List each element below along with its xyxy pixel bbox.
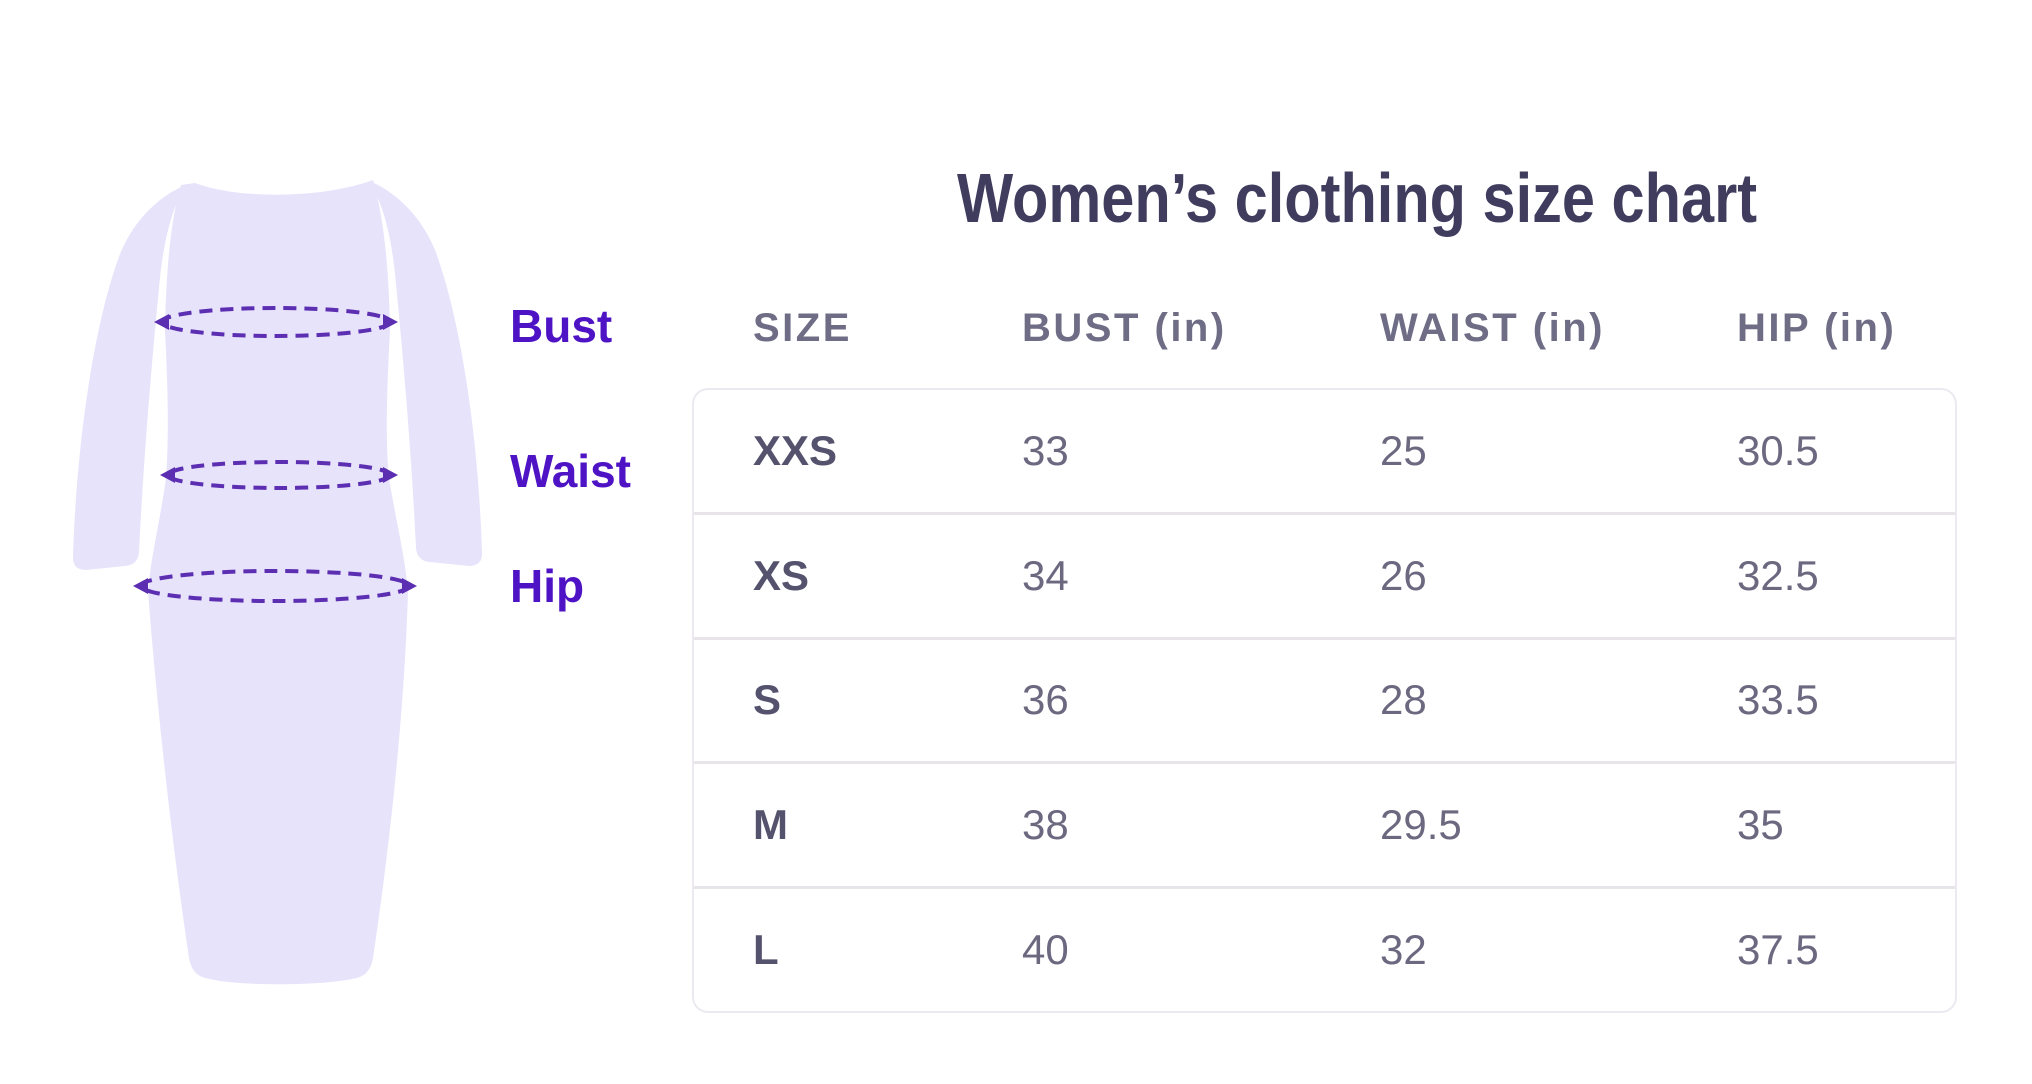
table-row: XXS 33 25 30.5: [694, 390, 1955, 512]
size-cell: S: [753, 676, 782, 724]
size-cell: XS: [753, 551, 810, 599]
table-row: L 40 32 37.5: [694, 886, 1955, 1011]
table-row: M 38 29.5 35: [694, 761, 1955, 886]
dress-body-shape: [148, 180, 408, 985]
hip-cell: 32.5: [1737, 551, 1819, 599]
bust-cell: 34: [1022, 551, 1069, 599]
dress-left-sleeve-shape: [72, 185, 186, 570]
table-row: S 36 28 33.5: [694, 636, 1955, 762]
column-header-bust: BUST (in): [1022, 306, 1227, 350]
column-header-hip: HIP (in): [1737, 306, 1897, 350]
hip-cell: 37.5: [1737, 926, 1819, 974]
column-header-waist: WAIST (in): [1380, 306, 1605, 350]
size-cell: XXS: [753, 426, 838, 474]
waist-label: Waist: [510, 445, 631, 497]
hip-measure-line: [133, 569, 417, 603]
size-table: XXS 33 25 30.5 XS 34 26 32.5 S 36 28 33.…: [692, 388, 1957, 1013]
bust-label: Bust: [510, 300, 613, 352]
waist-cell: 29.5: [1380, 801, 1462, 849]
waist-cell: 25: [1380, 426, 1427, 474]
column-header-size: SIZE: [753, 306, 852, 350]
page-title: Women’s clothing size chart: [956, 159, 1758, 237]
bust-cell: 36: [1022, 676, 1069, 724]
bust-cell: 40: [1022, 926, 1069, 974]
hip-cell: 35: [1737, 801, 1784, 849]
hip-cell: 33.5: [1737, 676, 1819, 724]
bust-cell: 33: [1022, 426, 1069, 474]
waist-cell: 32: [1380, 926, 1427, 974]
dress-right-sleeve-shape: [369, 181, 483, 566]
size-cell: L: [753, 926, 779, 974]
waist-measure-line: [160, 460, 398, 490]
waist-cell: 28: [1380, 676, 1427, 724]
waist-cell: 26: [1380, 551, 1427, 599]
hip-label: Hip: [510, 560, 585, 612]
dress-diagram: [72, 180, 483, 985]
bust-measure-line: [154, 306, 398, 338]
table-row: XS 34 26 32.5: [694, 511, 1955, 637]
size-cell: M: [753, 801, 788, 849]
hip-cell: 30.5: [1737, 426, 1819, 474]
bust-cell: 38: [1022, 801, 1069, 849]
